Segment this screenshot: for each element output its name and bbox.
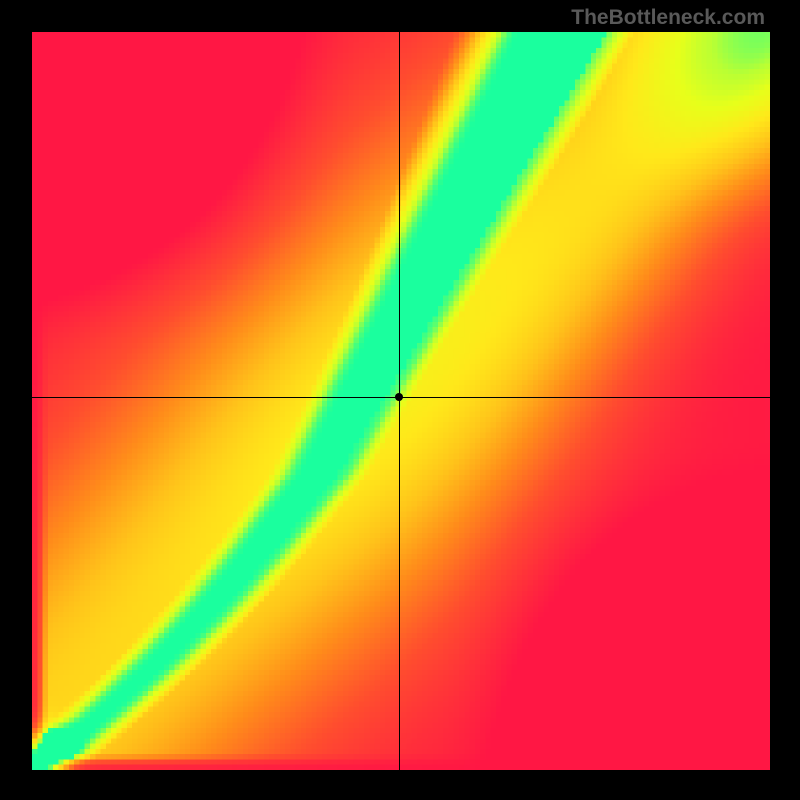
crosshair-marker [395, 393, 403, 401]
watermark-text: TheBottleneck.com [571, 6, 765, 30]
bottleneck-heatmap [32, 32, 770, 770]
